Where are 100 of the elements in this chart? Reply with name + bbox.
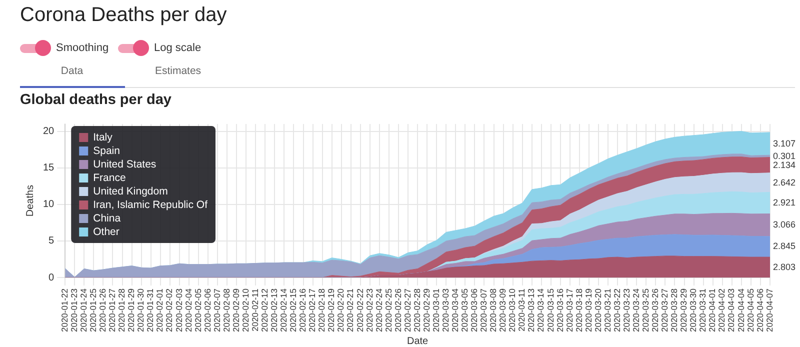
x-tick-label: 2020-03-03 <box>440 288 450 332</box>
x-tick-label: 2020-03-24 <box>630 288 641 332</box>
x-tick-label: 2020-01-27 <box>107 288 118 332</box>
data-label: 3.066 <box>773 220 796 230</box>
data-label: 2.134 <box>773 160 796 170</box>
x-tick-label: 2020-02-09 <box>230 288 241 332</box>
x-tick-label: 2020-01-29 <box>126 288 136 332</box>
x-tick-label: 2020-03-23 <box>621 288 632 332</box>
text: Estimates <box>154 65 202 77</box>
legend-label: Italy <box>93 131 114 144</box>
x-tick-label: 2020-03-05 <box>460 288 470 332</box>
x-tick-label: 2020-02-26 <box>392 288 403 332</box>
x-tick-label: 2020-02-24 <box>374 288 384 332</box>
legend-label: United States <box>93 158 156 170</box>
x-tick-label: 2020-01-22 <box>59 288 70 332</box>
x-tick-label: 2020-03-22 <box>612 288 622 332</box>
x-tick-label: 2020-02-23 <box>364 288 374 332</box>
chart-subtitle: Global deaths per day <box>20 92 172 108</box>
x-tick-label: 2020-01-28 <box>116 288 127 332</box>
x-tick-label: 2020-02-17 <box>307 288 318 332</box>
x-tick-label: 2020-02-06 <box>202 288 212 332</box>
x-tick-label: 2020-02-21 <box>345 288 356 332</box>
x-tick-label: 2020-03-27 <box>660 288 670 332</box>
x-tick-label: 2020-01-31 <box>145 288 156 332</box>
text: Smoothing <box>56 42 109 54</box>
legend-label: China <box>93 212 121 224</box>
data-label: 0.301 <box>773 150 796 161</box>
data-label: 2.845 <box>773 241 796 252</box>
x-tick-label: 2020-02-22 <box>354 288 365 332</box>
x-tick-label: 2020-02-20 <box>336 288 346 332</box>
legend-label: Iran, Islamic Republic Of <box>93 198 208 211</box>
y-tick-label: 20 <box>43 126 55 138</box>
x-tick-label: 2020-03-14 <box>536 288 546 332</box>
x-tick-label: 2020-03-01 <box>430 288 441 332</box>
x-tick-label: 2020-03-31 <box>698 288 708 332</box>
data-label: 2.921 <box>773 198 796 208</box>
x-tick-label: 2020-03-16 <box>554 288 565 332</box>
data-label: 3.107 <box>773 138 796 148</box>
text: Data <box>60 65 84 77</box>
x-tick-label: 2020-04-06 <box>754 288 765 332</box>
y-tick-label: 5 <box>48 236 55 247</box>
x-tick-label: 2020-01-30 <box>136 288 146 332</box>
x-tick-label: 2020-03-17 <box>564 288 574 332</box>
x-tick-label: 2020-02-03 <box>174 288 184 332</box>
y-tick-label: 15 <box>43 162 55 174</box>
x-tick-label: 2020-04-01 <box>707 288 718 332</box>
x-tick-label: 2020-02-18 <box>316 288 327 332</box>
y-tick-label: 0 <box>48 272 55 284</box>
x-tick-label: 2020-02-14 <box>278 288 289 332</box>
x-tick-label: 2020-03-10 <box>507 288 518 332</box>
legend-label: United Kingdom <box>93 185 168 198</box>
x-tick-label: 2020-03-19 <box>583 288 594 332</box>
y-axis-title: Deaths <box>24 184 36 217</box>
x-tick-label: 2020-01-24 <box>78 288 89 332</box>
x-tick-label: 2020-03-30 <box>688 288 698 332</box>
x-tick-label: 2020-03-26 <box>650 288 660 332</box>
x-tick-label: 2020-02-02 <box>164 288 174 332</box>
x-tick-label: 2020-03-09 <box>498 288 508 332</box>
x-tick-label: 2020-02-10 <box>240 288 250 332</box>
x-tick-label: 2020-02-13 <box>269 288 280 332</box>
x-tick-label: 2020-02-12 <box>260 288 270 332</box>
x-tick-label: 2020-03-07 <box>478 288 489 332</box>
x-tick-label: 2020-03-28 <box>669 288 680 332</box>
x-tick-label: 2020-02-25 <box>383 288 394 332</box>
x-tick-label: 2020-02-28 <box>412 288 422 332</box>
x-tick-label: 2020-02-16 <box>298 288 308 332</box>
x-tick-label: 2020-02-15 <box>288 288 298 332</box>
x-tick-label: 2020-03-15 <box>545 288 556 332</box>
x-tick-label: 2020-02-01 <box>154 288 165 332</box>
x-tick-label: 2020-04-03 <box>726 288 736 332</box>
x-tick-label: 2020-04-04 <box>736 288 746 332</box>
x-tick-label: 2020-01-23 <box>68 288 79 332</box>
x-tick-label: 2020-03-18 <box>574 288 584 332</box>
x-tick-label: 2020-03-13 <box>526 288 536 332</box>
chart-title: Corona Deaths per day <box>20 4 227 27</box>
x-tick-label: 2020-02-05 <box>192 288 203 332</box>
x-tick-label: 2020-02-08 <box>221 288 232 332</box>
x-tick-label: 2020-03-11 <box>516 288 527 332</box>
legend-label: Spain <box>93 144 120 157</box>
x-tick-label: 2020-02-29 <box>421 288 432 332</box>
data-label: 2.642 <box>773 177 796 188</box>
x-tick-label: 2020-03-29 <box>678 288 689 332</box>
x-tick-label: 2020-03-25 <box>640 288 651 332</box>
x-tick-label: 2020-03-20 <box>592 288 603 332</box>
x-tick-label: 2020-03-08 <box>488 288 498 332</box>
data-label: 2.803 <box>773 262 796 272</box>
x-tick-label: 2020-03-04 <box>450 288 460 332</box>
x-tick-label: 2020-02-11 <box>250 288 260 332</box>
x-tick-label: 2020-02-07 <box>212 288 222 332</box>
x-tick-label: 2020-04-02 <box>716 288 727 332</box>
legend-label: France <box>93 172 126 184</box>
x-tick-label: 2020-03-06 <box>469 288 480 332</box>
x-tick-label: 2020-02-04 <box>183 288 194 332</box>
x-tick-label: 2020-01-26 <box>98 288 108 332</box>
text: Log scale <box>154 42 202 54</box>
x-tick-label: 2020-03-21 <box>602 288 612 332</box>
x-axis-title: Date <box>407 336 429 347</box>
x-tick-label: 2020-02-27 <box>402 288 412 332</box>
legend-label: Other <box>93 226 120 238</box>
y-tick-label: 10 <box>43 199 55 210</box>
